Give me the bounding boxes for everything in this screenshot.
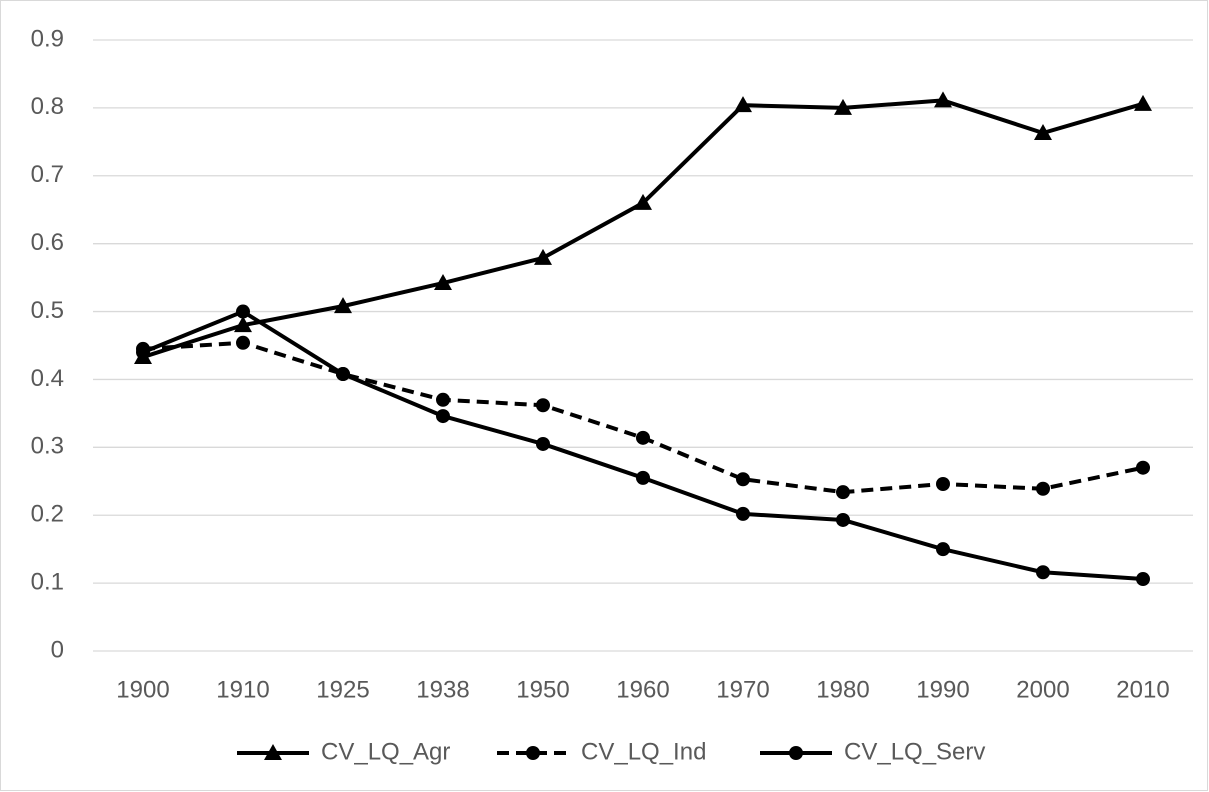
legend-item: CV_LQ_Serv <box>760 738 985 765</box>
data-point <box>1134 94 1152 111</box>
y-tick-label: 0.4 <box>31 365 64 392</box>
x-tick-label: 1910 <box>216 676 269 703</box>
x-tick-label: 1925 <box>316 676 369 703</box>
y-tick-label: 0 <box>51 636 64 663</box>
data-point <box>1136 572 1150 587</box>
legend-marker <box>264 744 282 760</box>
y-tick-label: 0.9 <box>31 25 64 52</box>
x-tick-label: 1990 <box>916 676 969 703</box>
x-tick-label: 1960 <box>616 676 669 703</box>
data-point <box>536 398 550 413</box>
data-point <box>136 345 150 360</box>
legend-item: CV_LQ_Agr <box>237 738 450 765</box>
data-point <box>836 485 850 500</box>
data-point <box>534 248 552 265</box>
x-tick-label: 1970 <box>716 676 769 703</box>
y-tick-label: 0.6 <box>31 229 64 256</box>
data-point <box>236 335 250 350</box>
data-point <box>634 193 652 210</box>
data-point <box>234 316 252 333</box>
data-point <box>636 470 650 485</box>
data-point <box>636 430 650 445</box>
y-tick-label: 0.8 <box>31 93 64 120</box>
data-point <box>434 274 452 291</box>
y-tick-label: 0.7 <box>31 161 64 188</box>
data-point <box>736 472 750 487</box>
data-point <box>836 512 850 527</box>
legend-label: CV_LQ_Serv <box>844 738 985 765</box>
data-point <box>736 506 750 521</box>
data-point <box>1034 124 1052 141</box>
data-point <box>936 542 950 557</box>
data-point <box>436 392 450 407</box>
y-tick-label: 0.5 <box>31 297 64 324</box>
data-point <box>1036 481 1050 496</box>
x-tick-label: 1900 <box>116 676 169 703</box>
data-point <box>936 476 950 491</box>
data-point <box>236 304 250 319</box>
data-point <box>1136 460 1150 475</box>
x-tick-label: 2000 <box>1016 676 1069 703</box>
data-point <box>734 96 752 113</box>
y-tick-label: 0.1 <box>31 568 64 595</box>
y-tick-label: 0.3 <box>31 433 64 460</box>
legend-item: CV_LQ_Ind <box>497 738 706 765</box>
legend-label: CV_LQ_Agr <box>321 738 450 765</box>
data-point <box>436 409 450 424</box>
x-tick-label: 1938 <box>416 676 469 703</box>
legend-label: CV_LQ_Ind <box>581 738 706 765</box>
data-point <box>934 91 952 108</box>
data-point <box>336 367 350 382</box>
legend-marker <box>526 746 540 760</box>
y-tick-label: 0.2 <box>31 501 64 528</box>
x-tick-label: 1950 <box>516 676 569 703</box>
data-point <box>1036 565 1050 580</box>
x-tick-label: 1980 <box>816 676 869 703</box>
x-tick-label: 2010 <box>1116 676 1169 703</box>
legend-marker <box>789 746 803 760</box>
data-point <box>834 98 852 115</box>
data-point <box>536 436 550 451</box>
data-point <box>334 297 352 314</box>
